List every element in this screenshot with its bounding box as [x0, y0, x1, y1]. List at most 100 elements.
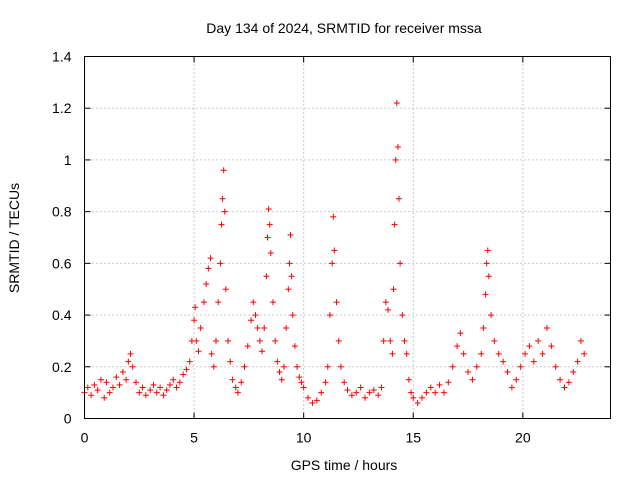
data-point	[248, 317, 255, 324]
data-point	[387, 337, 394, 344]
data-point	[382, 299, 389, 306]
data-point	[485, 273, 492, 280]
data-point	[291, 343, 298, 350]
x-tick-label: 15	[405, 430, 421, 446]
data-point	[324, 363, 331, 370]
data-point	[548, 343, 555, 350]
data-point	[482, 291, 489, 298]
data-point	[106, 389, 113, 396]
data-point	[403, 350, 410, 357]
x-axis: 0 5 10 15 20	[81, 56, 531, 446]
data-point	[296, 374, 303, 381]
data-point	[331, 247, 338, 254]
data-point	[147, 387, 154, 394]
data-point	[484, 247, 491, 254]
data-point	[259, 348, 266, 355]
data-point	[119, 368, 126, 375]
data-point	[362, 394, 369, 401]
data-point	[195, 348, 202, 355]
data-point	[574, 358, 581, 365]
data-point	[543, 325, 550, 331]
data-point	[526, 343, 533, 350]
data-point	[401, 337, 408, 344]
data-point	[399, 312, 406, 319]
data-point	[465, 368, 472, 375]
data-point	[394, 144, 401, 150]
data-point	[457, 330, 464, 337]
data-point	[552, 363, 559, 370]
data-point	[329, 260, 336, 267]
data-point	[280, 363, 287, 370]
data-point	[197, 325, 204, 331]
data-point	[222, 286, 229, 293]
data-point	[449, 363, 456, 370]
data-point	[101, 394, 108, 401]
grid	[84, 56, 611, 419]
data-point	[219, 195, 226, 202]
data-point	[473, 363, 480, 370]
data-point	[266, 221, 273, 228]
data-point	[337, 363, 344, 370]
points	[81, 100, 588, 406]
data-point	[192, 304, 199, 311]
data-point	[298, 379, 305, 386]
data-point	[500, 358, 507, 365]
data-point	[153, 389, 160, 396]
data-point	[390, 286, 397, 293]
data-point	[408, 389, 415, 396]
data-point	[97, 376, 104, 383]
data-point	[414, 399, 421, 406]
data-point	[483, 260, 490, 267]
y-axis-label: SRMTID / TECUs	[6, 183, 22, 293]
data-point	[176, 379, 183, 386]
data-point	[322, 379, 329, 386]
data-point	[217, 260, 224, 267]
data-point	[289, 312, 296, 319]
x-axis-label: GPS time / hours	[291, 457, 398, 473]
data-point	[460, 350, 467, 357]
data-point	[215, 299, 222, 306]
data-point	[288, 273, 295, 280]
data-point	[577, 337, 584, 344]
data-point	[396, 195, 403, 202]
data-point	[142, 392, 149, 399]
data-point	[267, 250, 274, 257]
data-point	[254, 325, 261, 331]
data-point	[241, 363, 248, 370]
data-point	[300, 384, 307, 391]
data-point	[353, 389, 360, 396]
data-point	[488, 312, 495, 319]
data-point	[264, 234, 271, 241]
y-tick-label: 0.6	[52, 255, 72, 271]
data-point	[440, 389, 447, 396]
y-tick-label: 1.2	[52, 100, 72, 116]
x-tick-label: 10	[296, 430, 312, 446]
data-point	[160, 392, 167, 399]
data-point	[385, 306, 392, 313]
data-point	[157, 384, 164, 391]
data-point	[205, 265, 212, 272]
y-tick-label: 0	[64, 411, 72, 427]
data-point	[218, 221, 225, 228]
data-point	[285, 286, 292, 293]
data-point	[436, 381, 443, 388]
data-point	[84, 384, 91, 391]
data-point	[318, 389, 325, 396]
data-point	[330, 213, 337, 220]
data-point	[530, 358, 537, 365]
data-point	[133, 379, 140, 386]
data-point	[313, 397, 320, 404]
data-point	[252, 312, 259, 319]
data-point	[183, 366, 190, 373]
data-point	[378, 384, 385, 391]
data-point	[348, 392, 355, 399]
data-point	[366, 389, 373, 396]
data-point	[220, 167, 227, 174]
data-point	[427, 384, 434, 391]
data-point	[173, 384, 180, 391]
data-point	[263, 273, 270, 280]
data-point	[232, 384, 239, 391]
data-point	[397, 260, 404, 267]
data-point	[508, 384, 515, 391]
